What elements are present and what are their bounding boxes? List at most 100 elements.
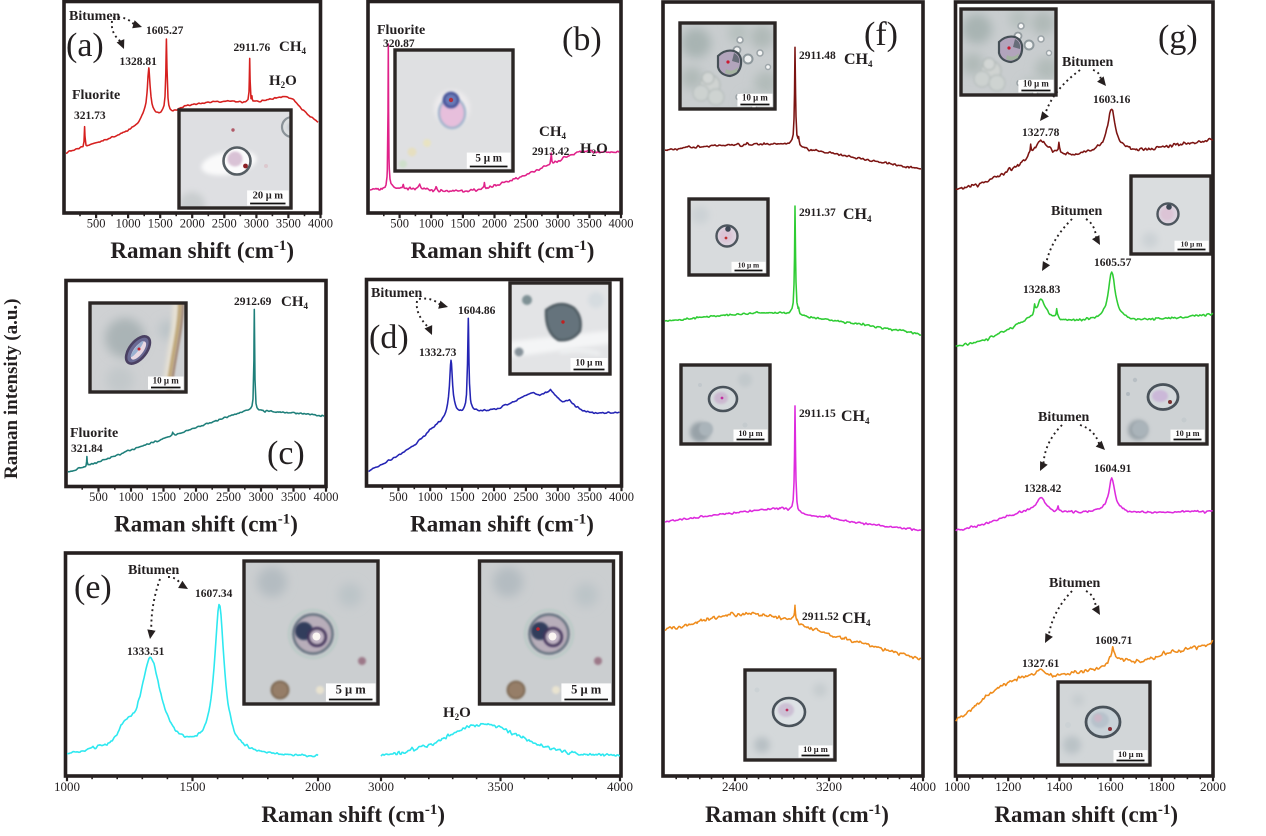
svg-text:3500: 3500 [577,490,602,504]
svg-text:1000: 1000 [119,490,144,504]
svg-text:3000: 3000 [249,490,274,504]
svg-text:(f): (f) [864,16,898,53]
svg-text:2000: 2000 [1200,779,1226,794]
svg-text:1500: 1500 [450,490,475,504]
svg-text:1328.83: 1328.83 [1023,284,1061,296]
svg-text:Bitumen: Bitumen [1049,576,1101,591]
svg-text:1000: 1000 [116,217,141,231]
svg-text:(c): (c) [267,435,305,472]
svg-text:1609.71: 1609.71 [1095,635,1133,647]
svg-text:2500: 2500 [513,490,538,504]
svg-text:4000: 4000 [910,779,936,794]
svg-text:20 μ m: 20 μ m [253,191,284,202]
svg-text:Bitumen: Bitumen [69,9,121,24]
svg-text:1500: 1500 [151,490,176,504]
svg-text:CH4: CH4 [279,39,307,56]
svg-text:5 μ m: 5 μ m [336,682,367,696]
svg-text:4000: 4000 [607,779,633,794]
svg-text:320.87: 320.87 [383,38,415,50]
svg-text:1603.16: 1603.16 [1093,94,1131,106]
svg-text:1000: 1000 [419,217,444,231]
svg-text:1332.73: 1332.73 [419,347,457,359]
svg-text:4000: 4000 [609,217,634,231]
svg-text:2000: 2000 [482,217,507,231]
svg-text:CH4: CH4 [281,294,309,311]
svg-text:10 μ m: 10 μ m [738,261,760,270]
svg-text:10 μ m: 10 μ m [1118,749,1144,759]
svg-text:Fluorite: Fluorite [72,88,120,103]
svg-text:3500: 3500 [577,217,602,231]
svg-text:2911.15: 2911.15 [799,408,836,420]
svg-text:(d): (d) [369,319,409,356]
svg-text:1604.91: 1604.91 [1094,463,1132,475]
svg-text:Raman shift (cm-1): Raman shift (cm-1) [411,238,595,263]
svg-text:Raman shift (cm-1): Raman shift (cm-1) [410,512,594,537]
svg-text:1605.27: 1605.27 [146,25,184,37]
svg-text:2912.69: 2912.69 [234,296,272,308]
svg-text:(g): (g) [1158,19,1198,56]
svg-text:10 μ m: 10 μ m [153,376,180,386]
svg-text:2500: 2500 [514,217,539,231]
svg-text:Bitumen: Bitumen [1062,55,1114,70]
svg-text:500: 500 [390,217,409,231]
svg-text:(b): (b) [562,21,602,58]
svg-text:1327.78: 1327.78 [1022,127,1060,139]
svg-text:500: 500 [89,490,108,504]
svg-text:CH4: CH4 [844,51,873,69]
svg-text:1000: 1000 [418,490,443,504]
svg-text:10 μ m: 10 μ m [738,429,762,438]
svg-text:2500: 2500 [212,217,237,231]
svg-text:1400: 1400 [1046,779,1072,794]
svg-text:10 μ m: 10 μ m [803,744,828,754]
svg-text:1607.34: 1607.34 [195,588,233,600]
svg-text:10 μ m: 10 μ m [1175,429,1199,438]
svg-text:1333.51: 1333.51 [127,646,165,658]
svg-text:1327.61: 1327.61 [1022,658,1060,670]
svg-text:1605.57: 1605.57 [1094,257,1132,269]
svg-text:(a): (a) [66,27,104,64]
svg-text:1500: 1500 [180,779,206,794]
svg-text:321.84: 321.84 [71,443,103,455]
svg-text:1600: 1600 [1098,779,1124,794]
svg-text:Bitumen: Bitumen [371,286,423,301]
svg-text:1000: 1000 [54,779,80,794]
svg-text:2000: 2000 [305,779,331,794]
svg-text:2000: 2000 [180,217,205,231]
svg-text:H2O: H2O [443,705,471,722]
svg-text:Bitumen: Bitumen [1038,410,1090,425]
svg-text:3000: 3000 [545,490,570,504]
svg-text:1000: 1000 [944,779,970,794]
svg-text:2000: 2000 [482,490,507,504]
svg-text:Raman intensity (a.u.): Raman intensity (a.u.) [1,298,22,479]
svg-text:5 μ m: 5 μ m [571,682,602,696]
svg-text:CH4: CH4 [841,408,870,426]
svg-text:3500: 3500 [488,779,514,794]
svg-text:5 μ m: 5 μ m [475,152,502,164]
svg-text:3500: 3500 [281,490,306,504]
svg-text:10 μ m: 10 μ m [575,358,602,368]
svg-text:1328.81: 1328.81 [120,56,158,68]
svg-text:Raman shift (cm-1): Raman shift (cm-1) [110,238,294,263]
svg-text:3500: 3500 [276,217,301,231]
svg-text:4000: 4000 [308,217,333,231]
svg-text:10 μ m: 10 μ m [1181,240,1204,249]
svg-text:2911.52: 2911.52 [802,611,839,623]
svg-text:(e): (e) [74,569,112,606]
svg-text:Raman shift (cm-1): Raman shift (cm-1) [705,802,889,827]
svg-text:H2O: H2O [269,73,297,90]
svg-text:4000: 4000 [609,490,634,504]
svg-text:1500: 1500 [450,217,475,231]
svg-text:1500: 1500 [148,217,173,231]
svg-text:2911.76: 2911.76 [234,42,271,54]
svg-text:3000: 3000 [244,217,269,231]
svg-text:500: 500 [389,490,408,504]
svg-text:3000: 3000 [545,217,570,231]
svg-text:CH4: CH4 [842,610,871,628]
svg-text:Fluorite: Fluorite [377,23,425,38]
svg-text:1604.86: 1604.86 [458,305,496,317]
svg-text:10 μ m: 10 μ m [742,93,768,103]
svg-text:1328.42: 1328.42 [1024,483,1062,495]
svg-text:10 μ m: 10 μ m [1023,79,1049,89]
svg-text:321.73: 321.73 [74,110,106,122]
svg-text:H2O: H2O [580,141,608,158]
